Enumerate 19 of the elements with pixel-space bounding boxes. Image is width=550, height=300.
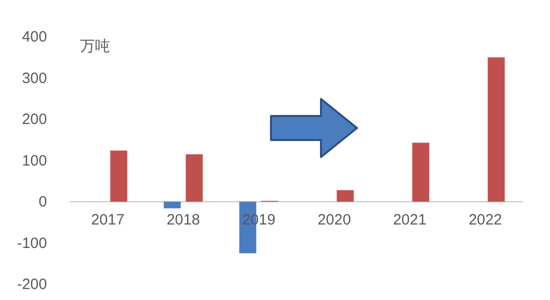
bar (488, 57, 505, 202)
y-tick-label: 200 (22, 111, 47, 128)
x-tick-label: 2021 (393, 212, 426, 229)
x-tick-label: 2022 (468, 212, 502, 229)
y-tick-label: -200 (16, 276, 47, 294)
y-tick-label: 0 (38, 194, 47, 211)
x-tick-label: 2018 (166, 212, 200, 229)
x-tick-label: 2017 (91, 212, 124, 229)
bar (164, 202, 181, 208)
bar (336, 190, 354, 202)
y-tick-label: -100 (16, 234, 47, 252)
y-tick-label: 100 (22, 152, 47, 170)
x-tick-label: 2020 (318, 212, 351, 229)
bar (110, 150, 128, 202)
bar (186, 154, 203, 202)
y-tick-label: 400 (22, 28, 47, 46)
bar (412, 142, 430, 202)
y-axis-title: 万吨 (80, 38, 110, 55)
y-tick-label: 300 (22, 70, 47, 87)
